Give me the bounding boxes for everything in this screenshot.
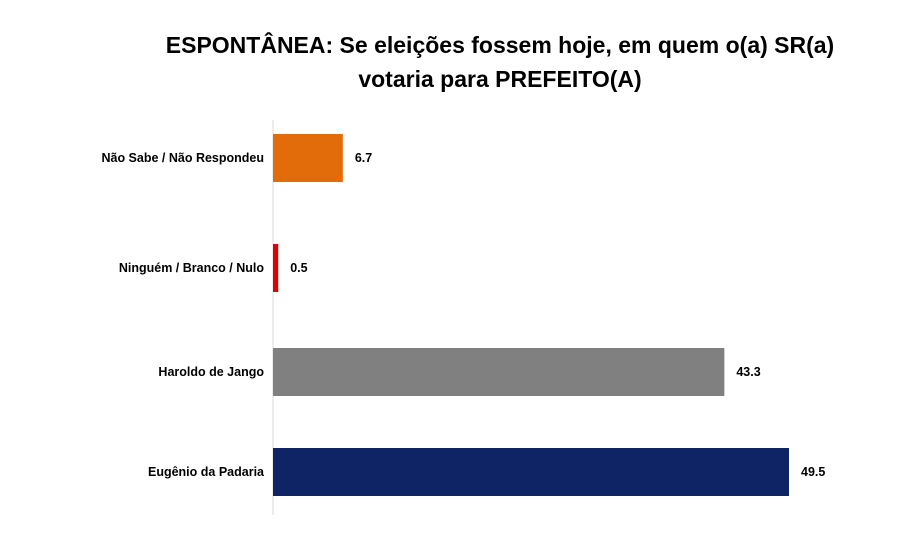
category-label-0: Não Sabe / Não Respondeu bbox=[101, 151, 264, 165]
category-label-2: Haroldo de Jango bbox=[158, 365, 264, 379]
chart-title-line-1: ESPONTÂNEA: Se eleições fossem hoje, em … bbox=[165, 32, 835, 58]
bars-layer: Não Sabe / Não Respondeu 6.7 Ninguém / Bra… bbox=[101, 134, 825, 496]
bar-2 bbox=[273, 348, 725, 396]
value-label-0: 6.7 bbox=[355, 151, 372, 165]
bar-0 bbox=[273, 134, 343, 182]
chart-title: ESPONTÂNEA: Se eleições fossem hoje, em … bbox=[0, 28, 917, 96]
chart-title-line-2: votaria para PREFEITO(A) bbox=[358, 66, 642, 92]
bar-1 bbox=[273, 244, 279, 292]
category-label-3: Eugênio da Padaria bbox=[148, 465, 265, 479]
bar-3 bbox=[273, 448, 789, 496]
category-label-1: Ninguém / Branco / Nulo bbox=[119, 261, 265, 275]
value-label-2: 43.3 bbox=[736, 365, 760, 379]
value-label-1: 0.5 bbox=[290, 261, 307, 275]
value-label-3: 49.5 bbox=[801, 465, 825, 479]
